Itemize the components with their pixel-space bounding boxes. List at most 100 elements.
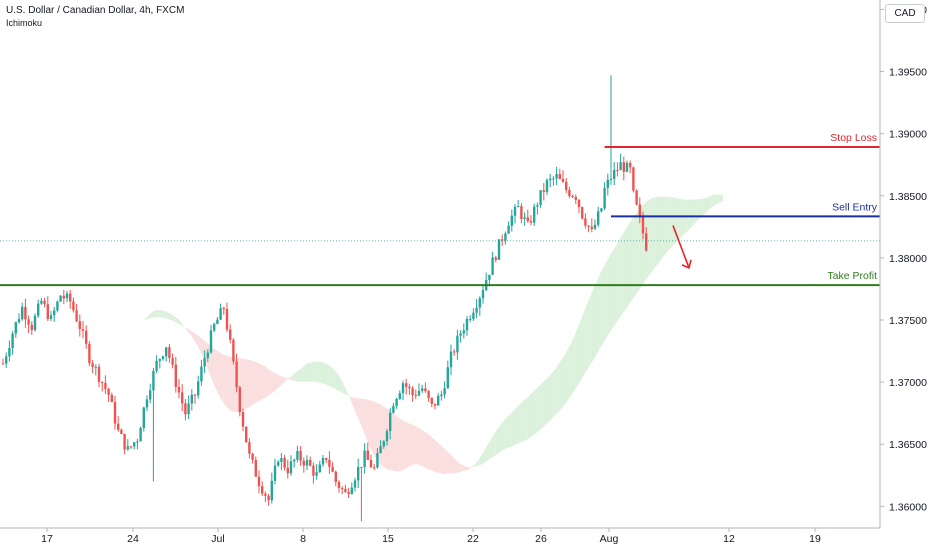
cloud-segment [259, 363, 263, 401]
cloud-segment [307, 362, 311, 382]
candle [478, 298, 481, 308]
candle [539, 190, 542, 206]
cloud-segment [406, 422, 410, 469]
candle [171, 358, 174, 365]
cloud-segment [262, 364, 266, 400]
candle [145, 399, 149, 408]
candle [75, 310, 78, 322]
candle [469, 318, 472, 320]
cloud-segment [102, 335, 106, 341]
cloud-segment [681, 198, 685, 238]
candle [139, 428, 142, 442]
cloud-segment [351, 397, 355, 411]
candle [216, 319, 219, 325]
cloud-segment [271, 371, 275, 394]
cloud-segment [486, 441, 490, 462]
candle [69, 293, 72, 302]
cloud-segment [588, 292, 592, 368]
candle [357, 466, 360, 481]
x-tick-label: 8 [300, 533, 306, 545]
cloud-segment [316, 361, 320, 383]
candle [376, 453, 379, 468]
cloud-segment [428, 434, 432, 471]
cloud-segment [566, 346, 570, 403]
candle [168, 347, 171, 359]
cloud-segment [479, 452, 483, 466]
candle [616, 169, 619, 171]
indicator-label[interactable]: Ichimoku [6, 18, 43, 28]
candle [344, 488, 347, 492]
candle [411, 388, 414, 395]
price-axis[interactable]: 1.36000 1.36500 1.37000 1.37500 1.38000 1.385… [879, 0, 932, 550]
candle [529, 221, 533, 223]
candle [229, 329, 232, 340]
arrow-shaft [672, 225, 690, 269]
currency-button[interactable]: CAD [885, 4, 925, 23]
cloud-segment [364, 399, 368, 443]
candle [625, 162, 629, 172]
cloud-segment [438, 442, 442, 474]
cloud-segment [367, 399, 371, 450]
cloud-segment [569, 339, 573, 398]
candle [174, 364, 177, 387]
candle [619, 162, 622, 171]
candle [81, 329, 85, 331]
cloud-segment [691, 199, 695, 228]
cloud-segment [342, 381, 346, 395]
cloud-segment [287, 376, 291, 381]
cloud-segment [345, 387, 349, 396]
candle [72, 301, 75, 311]
candle [254, 459, 257, 477]
cloud-segment [719, 194, 723, 203]
cloud-segment [707, 196, 711, 212]
candle [526, 217, 529, 222]
cloud-segment [604, 259, 608, 341]
cloud-segment [335, 371, 339, 392]
cloud-segment [220, 353, 224, 404]
candle [309, 459, 312, 466]
candle [635, 190, 638, 205]
time-axis[interactable]: 17 24 Jul 8 15 22 26 Aug 12 19 [0, 527, 880, 545]
cloud-segment [143, 317, 147, 321]
candle [85, 330, 88, 344]
cloud-segment [297, 368, 301, 382]
cloud-segment [99, 340, 103, 345]
candle [190, 394, 193, 404]
candle [117, 423, 120, 430]
cloud-segment [547, 374, 551, 424]
candle [430, 397, 433, 404]
candle [110, 394, 113, 403]
candle [533, 206, 536, 223]
candle [59, 295, 62, 302]
cloud-segment [713, 194, 717, 206]
cloud-segment [553, 366, 557, 418]
candle [545, 180, 549, 192]
candle [149, 390, 152, 400]
candle [206, 352, 209, 358]
level-label: Stop Loss [830, 132, 877, 144]
candle [379, 446, 382, 454]
candle [251, 453, 254, 460]
cloud-segment [303, 363, 307, 382]
candle [584, 218, 587, 226]
candle [264, 493, 267, 496]
cloud-segment [159, 310, 163, 318]
cloud-segment [182, 323, 186, 329]
candle [571, 195, 574, 197]
candle [11, 333, 14, 349]
candle [561, 178, 565, 182]
candle [315, 472, 318, 476]
cloud-segment [255, 362, 259, 403]
cloud-segment [169, 313, 173, 321]
cloud-segment [108, 332, 112, 334]
candle [366, 450, 369, 460]
candle [350, 487, 353, 494]
cloud-segment [617, 237, 621, 321]
candle [283, 458, 286, 468]
candle [184, 403, 187, 415]
cloud-segment [511, 408, 515, 447]
candle [219, 308, 222, 320]
candle [520, 206, 523, 220]
candle [449, 351, 453, 368]
